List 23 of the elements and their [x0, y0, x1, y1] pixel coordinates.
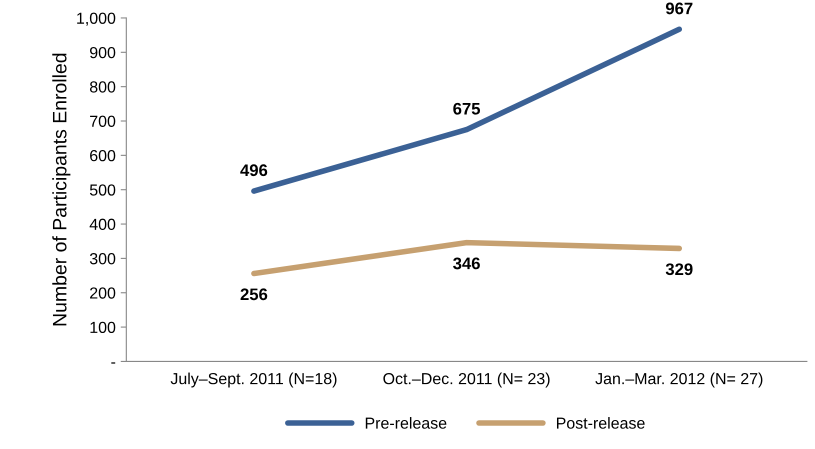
- y-tick-label: 700: [90, 116, 116, 127]
- x-tick-label: Jan.–Mar. 2012 (N= 27): [595, 372, 762, 388]
- y-axis-title: Number of Participants Enrolled: [52, 54, 70, 326]
- y-tick-label: 200: [90, 287, 116, 299]
- data-label: 675: [453, 102, 480, 115]
- y-tick-label: 300: [90, 253, 116, 264]
- legend-label: Post-release: [556, 417, 645, 429]
- legend-label: Pre-release: [366, 417, 446, 429]
- data-label: 346: [453, 257, 480, 270]
- y-tick-label: 900: [90, 46, 116, 58]
- data-label: 496: [240, 164, 268, 176]
- y-tick-label: 100: [90, 322, 116, 334]
- y-tick-label: 1,000: [77, 12, 116, 26]
- y-tick-label: -: [111, 362, 116, 364]
- data-label: 329: [666, 263, 693, 276]
- x-tick-label: Oct.–Dec. 2011 (N= 23): [383, 372, 550, 388]
- y-tick-label: 500: [90, 184, 116, 196]
- y-tick-label: 800: [90, 81, 116, 93]
- data-label: 256: [240, 288, 268, 300]
- y-tick-label: 600: [90, 150, 116, 162]
- y-tick-label: 400: [90, 218, 116, 230]
- x-tick-label: July–Sept. 2011 (N=18): [170, 372, 336, 388]
- data-label: 967: [666, 2, 692, 14]
